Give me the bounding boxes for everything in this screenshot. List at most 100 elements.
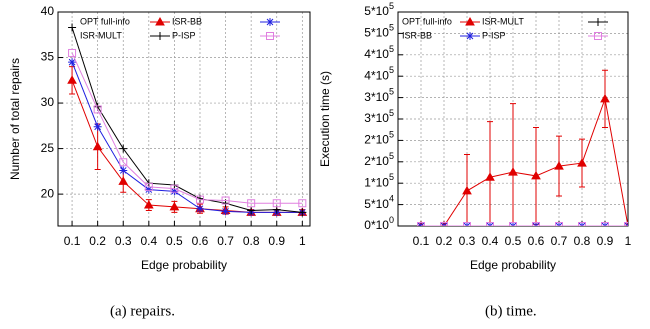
marker [221, 196, 230, 205]
caption: (b) time. [485, 303, 537, 319]
marker [118, 176, 129, 185]
y-tick-label: 40 [41, 4, 55, 18]
marker [119, 158, 128, 167]
marker [156, 32, 164, 40]
legend-label: ISR-MULT [482, 16, 524, 26]
marker [577, 158, 587, 167]
marker [555, 222, 563, 226]
y-tick-label: 2*105 [364, 151, 394, 168]
y-tick-label: 5*104 [364, 194, 394, 211]
marker [144, 182, 153, 191]
series-line [71, 61, 303, 213]
y-tick-label: 5*105 [364, 1, 394, 18]
x-tick-label: 0.9 [268, 234, 285, 248]
legend-marker [156, 32, 164, 40]
y-tick-label: 35 [41, 50, 55, 64]
marker [594, 18, 602, 26]
marker [466, 32, 474, 40]
marker [92, 141, 103, 151]
marker [119, 166, 128, 175]
x-tick-label: 0.1 [64, 234, 81, 248]
x-tick-label: 0.6 [528, 234, 545, 248]
legend-marker [266, 18, 274, 26]
marker [266, 18, 274, 26]
legend-label: ISR-BB [402, 30, 432, 40]
marker [68, 23, 77, 32]
legend-label: ISR-BB [172, 16, 202, 26]
series-line [71, 27, 303, 213]
legend-marker [155, 16, 165, 26]
marker [463, 222, 471, 226]
legend-marker [266, 32, 274, 40]
x-tick-label: 0.5 [166, 234, 183, 248]
marker [465, 16, 475, 26]
y-tick-label: 20 [41, 186, 55, 200]
y-tick-label: 30 [41, 95, 55, 109]
x-axis-label: Edge probability [141, 258, 227, 272]
marker [119, 144, 128, 153]
series-line [71, 80, 303, 213]
series-line [71, 52, 303, 204]
marker [508, 167, 518, 176]
marker [169, 201, 180, 211]
x-tick-label: 0.8 [243, 234, 260, 248]
legend-marker [594, 18, 602, 26]
y-tick-label: 4*105 [364, 66, 394, 83]
marker [247, 206, 256, 215]
marker [195, 204, 204, 213]
x-tick-label: 0.5 [505, 234, 522, 248]
marker [155, 16, 165, 26]
y-tick-label: 5*105 [364, 23, 394, 40]
x-tick-label: 0.7 [217, 234, 234, 248]
marker [93, 122, 102, 131]
x-tick-label: 0.2 [89, 234, 106, 248]
y-tick-label: 4*105 [364, 44, 394, 61]
marker [578, 222, 586, 226]
marker [554, 161, 564, 170]
x-tick-label: 1 [625, 234, 632, 248]
marker [170, 187, 179, 196]
marker [68, 48, 77, 57]
x-tick-label: 0.1 [413, 234, 430, 248]
marker [93, 105, 102, 114]
marker [462, 185, 472, 195]
marker [594, 32, 602, 40]
x-tick-label: 0.6 [192, 234, 209, 248]
legend-label: OPT full-info [402, 16, 452, 26]
y-tick-label: 25 [41, 141, 55, 155]
y-tick-label: 0*100 [364, 215, 394, 232]
x-tick-label: 0.3 [459, 234, 476, 248]
x-tick-label: 0.2 [436, 234, 453, 248]
legend-label: ISR-MULT [80, 30, 122, 40]
plot-area [417, 69, 628, 226]
legend-marker [466, 32, 474, 40]
y-tick-label: 1*105 [364, 173, 394, 190]
marker [68, 58, 77, 67]
caption: (a) repairs. [110, 303, 175, 319]
marker [485, 172, 495, 181]
y-axis-label: Number of total repairs [8, 58, 22, 180]
marker [601, 222, 609, 226]
marker [440, 222, 448, 226]
x-axis-label: Edge probability [470, 258, 556, 272]
marker [417, 222, 425, 226]
marker [486, 222, 494, 226]
plot-frame [57, 11, 311, 227]
plot-area [67, 23, 308, 217]
marker [298, 199, 307, 208]
legend-marker [594, 32, 602, 40]
marker [266, 32, 274, 40]
marker [170, 184, 179, 193]
marker [531, 170, 541, 180]
marker [600, 93, 610, 103]
marker [143, 200, 154, 209]
x-tick-label: 0.3 [115, 234, 132, 248]
y-tick-label: 2*105 [364, 130, 394, 147]
marker [532, 222, 540, 226]
x-tick-label: 0.4 [482, 234, 499, 248]
x-tick-label: 0.9 [597, 234, 614, 248]
marker [247, 199, 256, 208]
marker [509, 222, 517, 226]
x-tick-label: 1 [299, 234, 306, 248]
